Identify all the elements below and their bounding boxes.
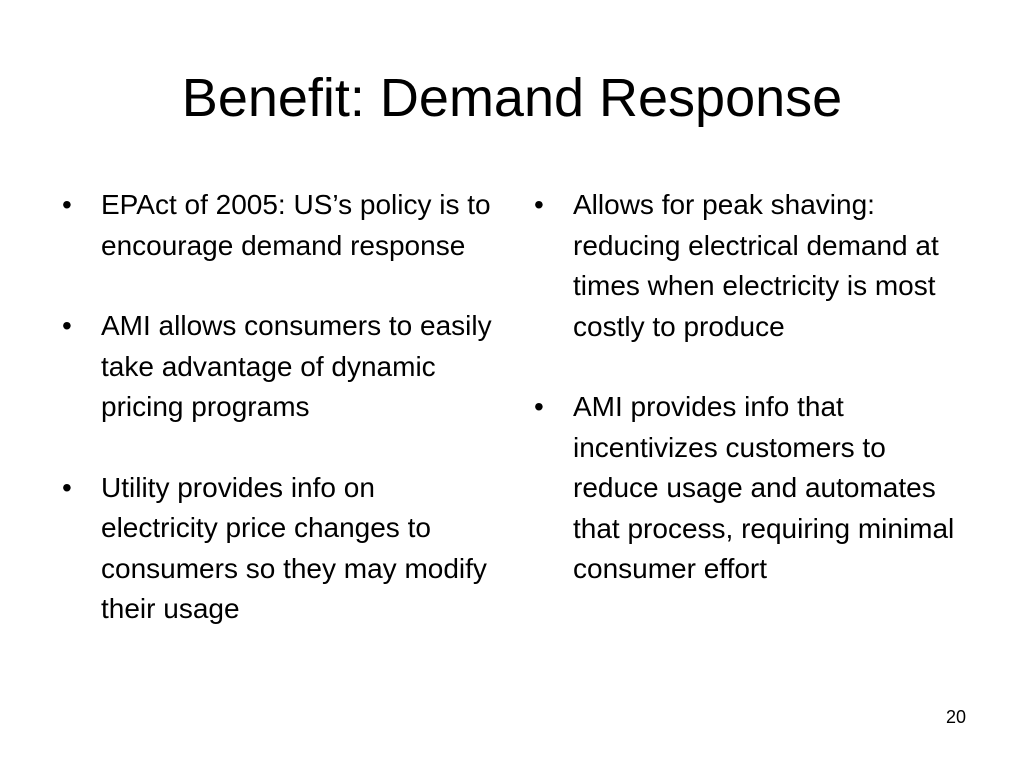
left-bullet-list: • EPAct of 2005: US’s policy is to encou… — [58, 185, 498, 670]
bullet-text: EPAct of 2005: US’s policy is to encoura… — [101, 189, 491, 261]
bullet-item: • EPAct of 2005: US’s policy is to encou… — [58, 185, 498, 266]
bullet-item: • Allows for peak shaving: reducing elec… — [530, 185, 970, 347]
bullet-item: • AMI allows consumers to easily take ad… — [58, 306, 498, 428]
bullet-icon: • — [534, 391, 544, 422]
bullet-text: AMI provides info that incentivizes cust… — [573, 391, 955, 584]
right-bullet-list: • Allows for peak shaving: reducing elec… — [530, 185, 970, 630]
slide-number: 20 — [945, 707, 966, 727]
bullet-text: Allows for peak shaving: reducing electr… — [573, 189, 939, 342]
bullet-icon: • — [62, 310, 72, 341]
bullet-item: • Utility provides info on electricity p… — [58, 468, 498, 630]
bullet-icon: • — [62, 471, 72, 503]
bullet-item: • AMI provides info that incentivizes cu… — [530, 387, 970, 590]
slide-title: Benefit: Demand Response — [181, 68, 843, 128]
bullet-text: AMI allows consumers to easily take adva… — [101, 310, 492, 422]
bullet-icon: • — [534, 189, 544, 220]
bullet-text: Utility provides info on electricity pri… — [101, 471, 487, 625]
bullet-icon: • — [62, 189, 72, 220]
